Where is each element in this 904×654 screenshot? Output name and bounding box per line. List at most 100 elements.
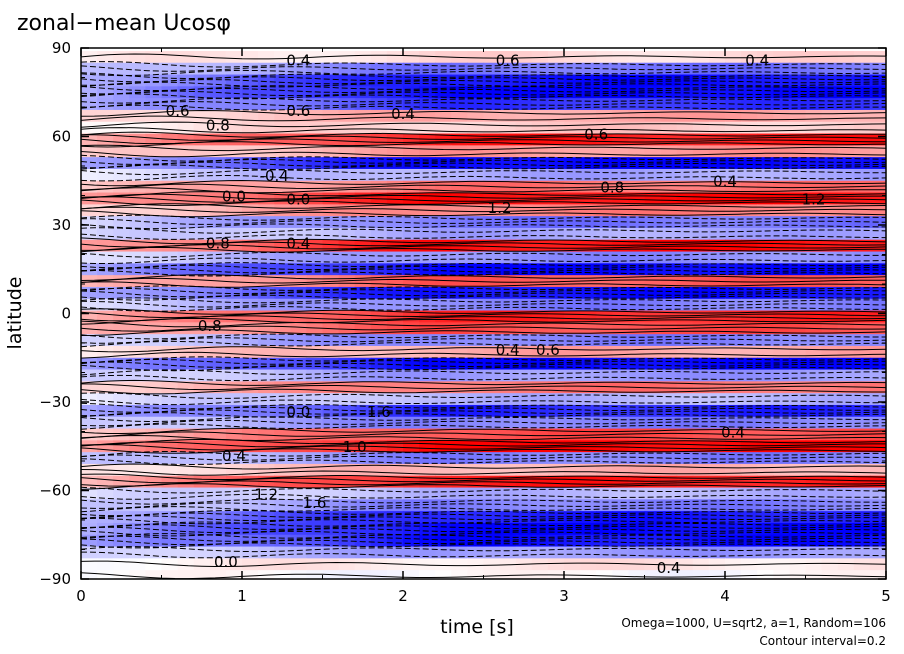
band-cell: [467, 204, 485, 217]
x-tick-label: 1: [237, 587, 247, 605]
band-cell: [129, 534, 146, 548]
band-cell: [161, 416, 179, 430]
x-tick-label: 4: [720, 587, 730, 605]
band-cell: [708, 404, 726, 418]
band-cell: [564, 416, 581, 430]
band-cell: [531, 381, 549, 394]
band-cell: [322, 546, 340, 559]
band-cell: [81, 369, 98, 382]
band-cell: [773, 310, 790, 323]
band-cell: [789, 463, 807, 477]
band-cell: [660, 440, 678, 453]
band-cell: [177, 322, 195, 335]
band-cell: [225, 452, 243, 465]
band-cell: [306, 334, 324, 347]
band-cell: [612, 345, 629, 359]
band-cell: [596, 334, 613, 347]
band-cell: [435, 534, 452, 548]
band-cell: [322, 109, 340, 123]
band-cell: [499, 86, 517, 99]
band-cell: [225, 180, 243, 194]
band-cell: [209, 404, 227, 418]
band-cell: [515, 180, 533, 194]
band-cell: [209, 345, 227, 359]
band-cell: [177, 381, 195, 394]
contour-label: 1.2: [254, 485, 278, 503]
band-cell: [435, 369, 452, 382]
band-cell: [853, 322, 871, 335]
band-cell: [499, 121, 517, 135]
contour-line: [81, 480, 886, 487]
band-cell: [821, 416, 839, 430]
band-cell: [773, 98, 790, 111]
band-cell: [435, 334, 452, 347]
band-cell: [564, 251, 581, 264]
band-cell: [419, 216, 436, 229]
band-cell: [741, 404, 758, 418]
band-cell: [258, 121, 275, 135]
band-cell: [596, 534, 613, 548]
band-cell: [177, 463, 195, 477]
band-cell: [290, 310, 307, 323]
band-cell: [515, 511, 533, 524]
band-cell: [129, 404, 146, 418]
band-cell: [161, 475, 179, 489]
band-cell: [757, 511, 774, 524]
band-cell: [113, 109, 130, 123]
band-cell: [177, 298, 195, 312]
band-cell: [821, 50, 839, 64]
band-cell: [467, 298, 485, 312]
band-cell: [692, 357, 710, 371]
band-cell: [290, 251, 307, 264]
band-cell: [547, 157, 565, 170]
band-cell: [354, 534, 372, 548]
band-cell: [692, 463, 710, 477]
band-cell: [805, 416, 823, 430]
band-cell: [596, 251, 613, 264]
band-cell: [805, 570, 823, 579]
band-cell: [531, 428, 549, 441]
band-cell: [161, 204, 179, 217]
contour-line: [81, 447, 886, 454]
band-cell: [499, 50, 517, 64]
contour-line: [81, 285, 886, 292]
band-cell: [274, 216, 291, 229]
band-cell: [596, 369, 613, 382]
band-cell: [741, 463, 758, 477]
band-cell: [692, 263, 710, 276]
band-cell: [193, 204, 211, 217]
band-cell: [113, 157, 130, 170]
band-cell: [370, 381, 388, 394]
band-cell: [225, 204, 243, 217]
band-cell: [322, 463, 340, 477]
band-cell: [306, 546, 324, 559]
band-cell: [692, 121, 710, 135]
band-cell: [354, 216, 372, 229]
band-cell: [741, 121, 758, 135]
band-cell: [145, 145, 163, 158]
band-cell: [113, 216, 130, 229]
band-cell: [467, 50, 485, 64]
band-cell: [564, 499, 581, 512]
band-cell: [789, 416, 807, 430]
band-cell: [596, 286, 613, 300]
band-cell: [467, 428, 485, 441]
contour-line: [81, 69, 886, 77]
band-cell: [113, 322, 130, 335]
band-cell: [789, 475, 807, 489]
band-cell: [580, 216, 597, 229]
band-cell: [306, 452, 324, 465]
contour-line: [81, 277, 886, 284]
band-cell: [290, 98, 307, 111]
band-cell: [290, 381, 307, 394]
band-cell: [258, 499, 275, 512]
contour-line: [81, 174, 886, 182]
band-cell: [419, 298, 436, 312]
contour-line: [81, 193, 886, 200]
band-cell: [370, 499, 388, 512]
band-cell: [564, 558, 581, 571]
band-cell: [129, 298, 146, 312]
band-cell: [580, 499, 597, 512]
band-35: [81, 463, 886, 477]
